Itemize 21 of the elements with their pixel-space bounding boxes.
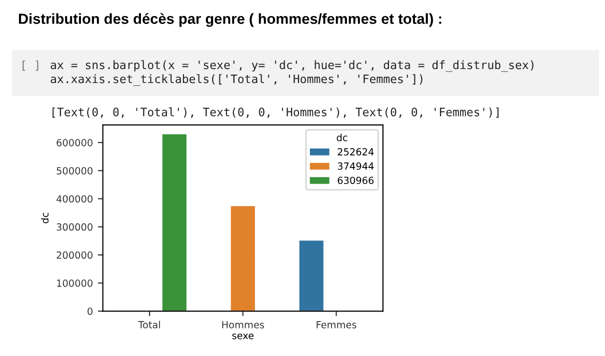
y-tick-label: 600000	[56, 139, 92, 146]
y-tick-label: 400000	[56, 195, 92, 203]
y-tick-label: 0	[88, 308, 92, 315]
legend-label: 374944	[338, 162, 374, 170]
x-tick-label: Total	[138, 320, 160, 328]
chart-title: Distribution des décès par genre ( hommes/femmes et total) :	[18, 13, 442, 27]
x-tick-label: Femmes	[316, 321, 356, 328]
y-axis-title: dc	[41, 212, 49, 224]
y-tick-label: 100000	[57, 280, 92, 287]
y-tick-label: 500000	[56, 167, 92, 174]
legend-label: 630966	[338, 176, 374, 184]
y-tick-label: 200000	[56, 251, 92, 259]
legend-title: dc	[336, 134, 348, 142]
y-tick-label: 300000	[56, 223, 92, 231]
x-axis-title: sexe	[232, 334, 254, 340]
text: ax = sns.barplot(x = 'sexe', y= 'dc', hue='dc', data = df_distrub_sex)	[50, 60, 534, 72]
x-tick-label: Hommes	[222, 321, 264, 328]
text: ax.xaxis.set_ticklabels(['Total', 'Hommes', 'Femmes'])	[50, 74, 422, 86]
text: [Text(0, 0, 'Total'), Text(0, 0, 'Hommes'), Text(0, 0, 'Femmes')]	[52, 107, 499, 118]
text: [ ]	[22, 60, 38, 71]
legend-label: 252624	[338, 148, 374, 156]
